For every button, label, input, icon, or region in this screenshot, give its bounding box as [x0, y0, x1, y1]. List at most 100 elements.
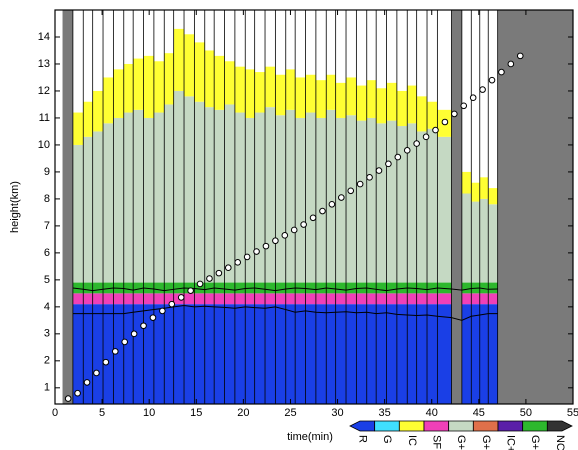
scatter-point [102, 358, 110, 366]
class-cell [164, 293, 174, 305]
scatter-point [300, 221, 307, 228]
class-cell [346, 77, 357, 116]
class-cell [254, 304, 266, 404]
scatter-point [479, 86, 486, 93]
y-tick-label: 12 [38, 85, 50, 97]
legend-label: NC [554, 435, 566, 450]
scatter-point [366, 174, 373, 181]
field [55, 10, 573, 404]
class-cell [346, 115, 357, 283]
class-cell [366, 293, 377, 305]
class-cell [224, 104, 235, 283]
class-cell [265, 304, 276, 404]
class-cell [113, 293, 124, 305]
class-cell [376, 293, 387, 305]
class-cell [234, 304, 246, 404]
class-cell [376, 304, 387, 404]
class-cell [305, 112, 316, 283]
class-cell [245, 117, 255, 283]
class-cell [479, 177, 489, 199]
x-tick-label: 25 [284, 407, 296, 419]
scatter-point [140, 322, 147, 330]
legend-label: G+ [529, 435, 541, 450]
class-cell [123, 293, 134, 305]
class-cell [285, 109, 296, 283]
class-cell [234, 282, 246, 294]
class-cell [376, 123, 387, 283]
y-tick-label: 13 [38, 58, 50, 70]
legend-label: G+ [480, 435, 492, 450]
class-cell [427, 282, 438, 294]
class-cell [461, 304, 472, 404]
class-cell [133, 304, 144, 404]
class-cell [437, 136, 452, 283]
scatter-point [196, 280, 204, 288]
class-cell [471, 182, 480, 202]
legend-swatch [448, 420, 474, 432]
scatter-point [290, 226, 298, 234]
class-cell [123, 304, 134, 404]
x-axis-label: time(min) [287, 431, 333, 443]
scatter-point [206, 275, 213, 282]
class-cell [275, 282, 286, 294]
class-cell [416, 131, 428, 283]
class-cell [254, 293, 266, 305]
scatter-point [422, 133, 430, 141]
scatter-point [187, 287, 194, 294]
y-tick-label: 6 [44, 247, 50, 259]
legend-swatch [497, 420, 524, 432]
class-cell [488, 304, 498, 404]
class-cell [92, 90, 104, 132]
class-cell [245, 293, 255, 305]
x-tick-label: 5 [99, 407, 105, 419]
class-cell [416, 282, 428, 294]
scatter-point [234, 259, 242, 266]
class-cell [113, 69, 124, 118]
class-cell [396, 126, 408, 283]
class-cell [92, 293, 104, 305]
class-cell [396, 293, 408, 305]
legend-swatch [472, 420, 499, 432]
class-cell [103, 282, 114, 294]
class-cell [123, 63, 134, 113]
class-cell [427, 293, 438, 305]
class-cell [315, 80, 327, 118]
scatter-point [469, 94, 477, 102]
class-cell [184, 293, 195, 305]
class-cell [376, 88, 387, 124]
scatter-point [488, 76, 496, 84]
class-cell [437, 282, 452, 294]
height-line [72, 304, 498, 321]
class-cell [488, 293, 498, 305]
scatter-point [441, 118, 449, 126]
class-cell [133, 293, 144, 305]
class-cell [479, 304, 489, 404]
class-cell [356, 304, 367, 404]
legend-label: IC [406, 435, 418, 446]
scatter-point [111, 348, 119, 355]
class-cell [315, 293, 327, 305]
class-cell [214, 282, 225, 294]
class-cell [346, 304, 357, 404]
class-cell [224, 304, 235, 404]
class-cell [214, 304, 225, 404]
x-tick-label: 35 [379, 407, 391, 419]
scatter-point [253, 248, 260, 255]
class-cell [356, 293, 367, 305]
scatter-point [272, 237, 279, 245]
class-cell [164, 53, 174, 105]
legend-swatch [423, 420, 450, 432]
class-cell [326, 304, 336, 404]
scatter-point [243, 253, 251, 261]
class-cell [164, 304, 174, 404]
class-cell [184, 96, 195, 283]
scatter-point [385, 160, 392, 168]
class-cell [366, 117, 377, 283]
scatter-point [347, 187, 355, 195]
class-cell [204, 293, 215, 305]
y-tick-label: 14 [38, 31, 50, 43]
y-tick-label: 3 [44, 328, 50, 340]
class-cell [416, 96, 428, 132]
scatter-point [177, 294, 185, 301]
class-cell [83, 282, 93, 294]
